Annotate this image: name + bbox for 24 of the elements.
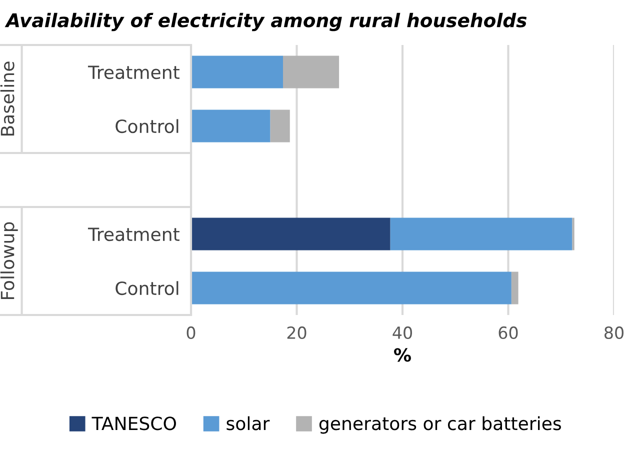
x-tick-label: 60 bbox=[498, 326, 518, 340]
bar bbox=[511, 272, 518, 304]
bar bbox=[191, 272, 512, 304]
x-tick-label: 40 bbox=[392, 326, 412, 340]
legend-label: solar bbox=[226, 416, 270, 430]
text: Baseline bbox=[0, 62, 14, 136]
y-tick-label: Treatment bbox=[88, 228, 180, 242]
text: Followup bbox=[0, 222, 18, 299]
bar bbox=[283, 56, 340, 88]
x-tick-label: 20 bbox=[287, 326, 306, 340]
bar bbox=[191, 56, 283, 88]
x-tick-label: 0 bbox=[186, 326, 196, 340]
y-tick-label: Control bbox=[116, 119, 178, 134]
y-tick-label: Treatment bbox=[88, 66, 180, 80]
x-tick-label: 80 bbox=[604, 326, 624, 340]
x-axis-title: % bbox=[394, 348, 411, 362]
bar bbox=[390, 218, 572, 250]
chart-title: Availability of electricity among rural households bbox=[4, 12, 527, 32]
y-tick-label: Control bbox=[116, 281, 178, 296]
bar bbox=[191, 218, 390, 250]
legend-label: TANESCO bbox=[92, 416, 176, 430]
legend-label: generators or car batteries bbox=[319, 416, 561, 434]
bar bbox=[270, 110, 290, 142]
bar bbox=[191, 110, 270, 142]
